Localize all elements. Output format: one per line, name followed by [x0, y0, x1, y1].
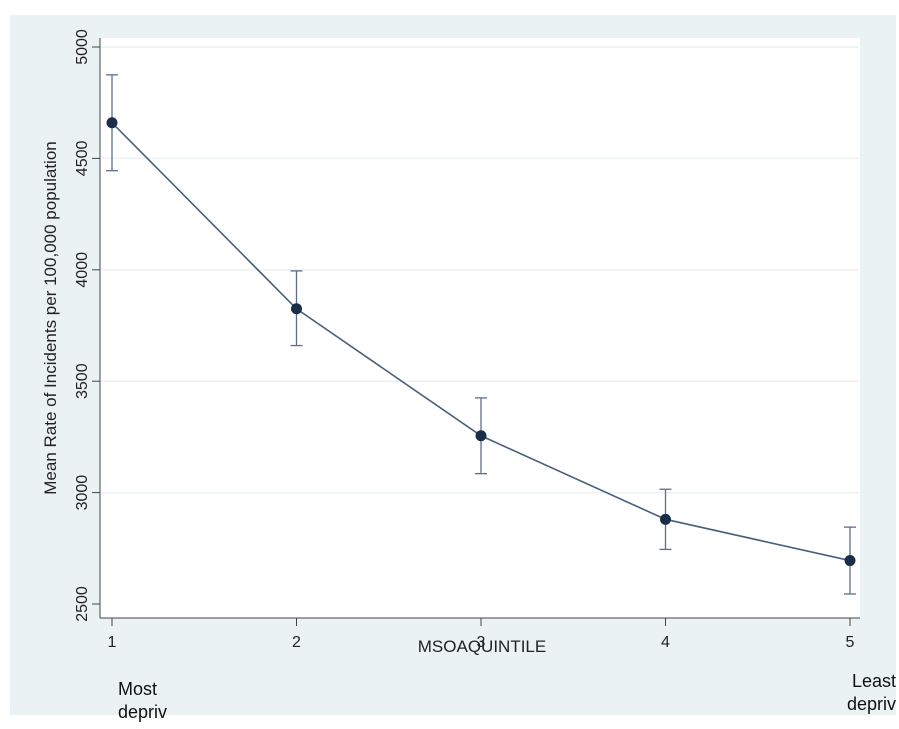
x-tick-label: 4: [661, 634, 670, 651]
annotation-right: Least depriv: [847, 670, 896, 716]
x-tick-label: 5: [846, 634, 855, 651]
data-point: [106, 117, 118, 129]
annotation-right-line-1: Least: [851, 671, 896, 691]
y-tick-labels: 2500 3000 3500 4000 4500 5000: [74, 29, 91, 622]
y-tick-label: 4500: [74, 141, 91, 177]
gridlines: [101, 46, 859, 494]
x-tick-label: 3: [477, 634, 486, 651]
data-point: [660, 513, 671, 525]
y-axis-title: Mean Rate of Incidents per 100,000 popul…: [41, 141, 60, 494]
plot-area: [100, 38, 860, 618]
x-tick-label: 1: [108, 634, 117, 651]
annotation-left: Most depriv: [118, 678, 167, 724]
x-tick-label: 2: [292, 634, 301, 651]
y-tick-label: 4000: [74, 252, 91, 288]
data-point: [844, 555, 856, 567]
annotation-left-line-1: Most: [118, 679, 158, 699]
axes: [92, 38, 860, 626]
annotation-left-line-2: depriv: [118, 702, 168, 722]
data-point: [291, 303, 302, 315]
annotation-right-line-2: depriv: [846, 694, 896, 714]
y-tick-label: 3500: [74, 363, 91, 399]
data-points: [106, 117, 856, 567]
y-tick-label: 5000: [74, 29, 91, 65]
x-tick-labels: 1 2 3 4 5: [108, 634, 855, 651]
data-point: [475, 430, 487, 442]
y-tick-label: 3000: [74, 475, 91, 511]
x-axis-title: MSOAQUINTILE: [418, 637, 546, 656]
y-tick-label: 2500: [74, 586, 91, 622]
